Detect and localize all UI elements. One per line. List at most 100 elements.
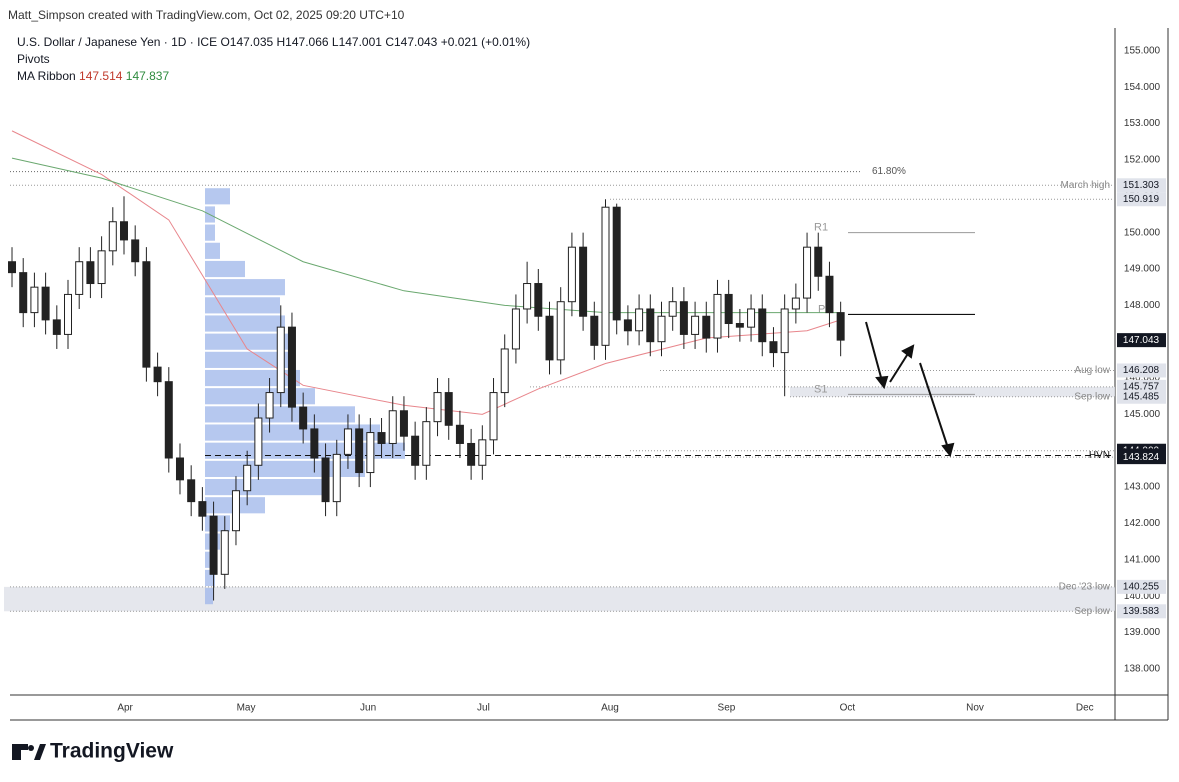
logo-text: TradingView: [50, 740, 174, 763]
candle-body: [657, 315, 666, 343]
candle-body: [8, 261, 17, 274]
candle-body: [220, 530, 229, 575]
candle-body: [735, 323, 744, 328]
volume-bar: [205, 315, 285, 332]
pivot-name: P: [818, 303, 825, 315]
pivot-name: S1: [814, 383, 827, 395]
y-tick-label: 149.000: [1124, 264, 1161, 275]
candle-body: [713, 293, 722, 339]
x-tick-label: Apr: [117, 703, 133, 714]
candle-body: [310, 428, 319, 459]
y-tick-label: 139.000: [1124, 627, 1161, 638]
candle-body: [175, 457, 184, 481]
candle-body: [411, 435, 420, 466]
logo: TradingView: [12, 740, 174, 763]
price-label: 150.919: [1123, 194, 1160, 205]
level-name: March high: [1061, 180, 1110, 191]
y-tick-label: 140.000: [1124, 591, 1161, 602]
candle-body: [231, 490, 240, 532]
volume-bar: [205, 242, 220, 259]
volume-bar: [205, 533, 220, 550]
volume-bar: [205, 460, 365, 477]
y-tick-label: 146.000: [1124, 373, 1161, 384]
candle-body: [679, 301, 688, 335]
candle-body: [198, 501, 207, 517]
candle-body: [41, 286, 50, 321]
price-label-box: [1117, 443, 1166, 458]
x-tick-label: May: [237, 703, 256, 714]
candle-body: [187, 479, 196, 503]
candle-body: [422, 421, 431, 466]
y-tick-label: 143.000: [1124, 482, 1161, 493]
y-tick-label: 153.000: [1124, 118, 1161, 129]
y-tick-label: 145.000: [1124, 409, 1161, 420]
x-tick-label: Nov: [966, 703, 984, 714]
candle-body: [646, 308, 655, 343]
y-tick-label: 150.000: [1124, 227, 1161, 238]
candle-body: [500, 348, 509, 394]
candle-body: [52, 319, 61, 335]
price-label: 151.303: [1123, 180, 1160, 191]
last-price-label: 147.043: [1123, 335, 1160, 346]
price-label-box: [1117, 389, 1166, 404]
candle-body: [444, 392, 453, 426]
last-price-box: [1117, 333, 1166, 348]
ma-line: MA Ribbon 147.514 147.837: [17, 69, 169, 83]
candle-body: [702, 315, 711, 339]
candle-body: [30, 286, 39, 314]
y-tick-label: 147.000: [1124, 336, 1161, 347]
level-name: Sep low: [1074, 606, 1110, 617]
x-tick-label: Dec: [1076, 703, 1094, 714]
price-label-box: [1117, 448, 1166, 463]
price-label: 144.000: [1123, 445, 1160, 456]
volume-bar: [205, 279, 285, 296]
candle-body: [265, 392, 274, 419]
ma-title: MA Ribbon: [17, 69, 76, 83]
arrow: [919, 362, 949, 449]
candle-body: [691, 315, 700, 335]
candle-body: [478, 439, 487, 466]
candle-body: [747, 308, 756, 328]
candle-body: [366, 432, 375, 474]
logo-mark: [28, 745, 34, 751]
volume-bar: [205, 588, 213, 605]
candle-body: [836, 312, 845, 341]
x-tick-label: Jul: [477, 703, 490, 714]
candle-body: [119, 221, 128, 241]
candle-body: [523, 283, 532, 310]
volume-bar: [205, 442, 405, 459]
level-name: Dec '23 low: [1059, 582, 1111, 593]
ma-fast-value: 147.514: [79, 69, 123, 83]
volume-bar: [205, 188, 230, 205]
price-label-box: [1117, 604, 1166, 619]
candle-body: [467, 442, 476, 466]
candle-body: [612, 206, 621, 321]
candle-body: [254, 417, 263, 466]
candle-body: [321, 457, 330, 503]
candle-body: [579, 246, 588, 317]
candle-body: [343, 428, 352, 455]
y-tick-label: 138.000: [1124, 663, 1161, 674]
symbol-line: U.S. Dollar / Japanese Yen · 1D · ICE O1…: [17, 35, 530, 49]
level-name: HVN: [1089, 450, 1110, 461]
candle-body: [142, 261, 151, 368]
volume-bar: [205, 406, 355, 423]
candle-body: [287, 326, 296, 408]
candle-body: [97, 250, 106, 285]
price-label: 140.255: [1123, 582, 1160, 593]
support-zone: [4, 586, 1115, 612]
candle-body: [623, 319, 632, 332]
volume-bar: [205, 260, 245, 278]
y-tick-label: 148.000: [1124, 300, 1161, 311]
y-tick-label: 142.000: [1124, 518, 1161, 529]
ohlc-open: O147.035: [220, 35, 274, 49]
volume-bar: [205, 351, 295, 368]
candle-body: [243, 464, 252, 492]
price-label: 143.824: [1123, 452, 1160, 463]
y-tick-label: 154.000: [1124, 82, 1161, 93]
price-label-box: [1117, 579, 1166, 594]
logo-mark: [34, 744, 46, 760]
y-tick-label: 151.000: [1124, 191, 1161, 202]
candle-body: [567, 246, 576, 303]
support-zone: [790, 386, 1115, 397]
